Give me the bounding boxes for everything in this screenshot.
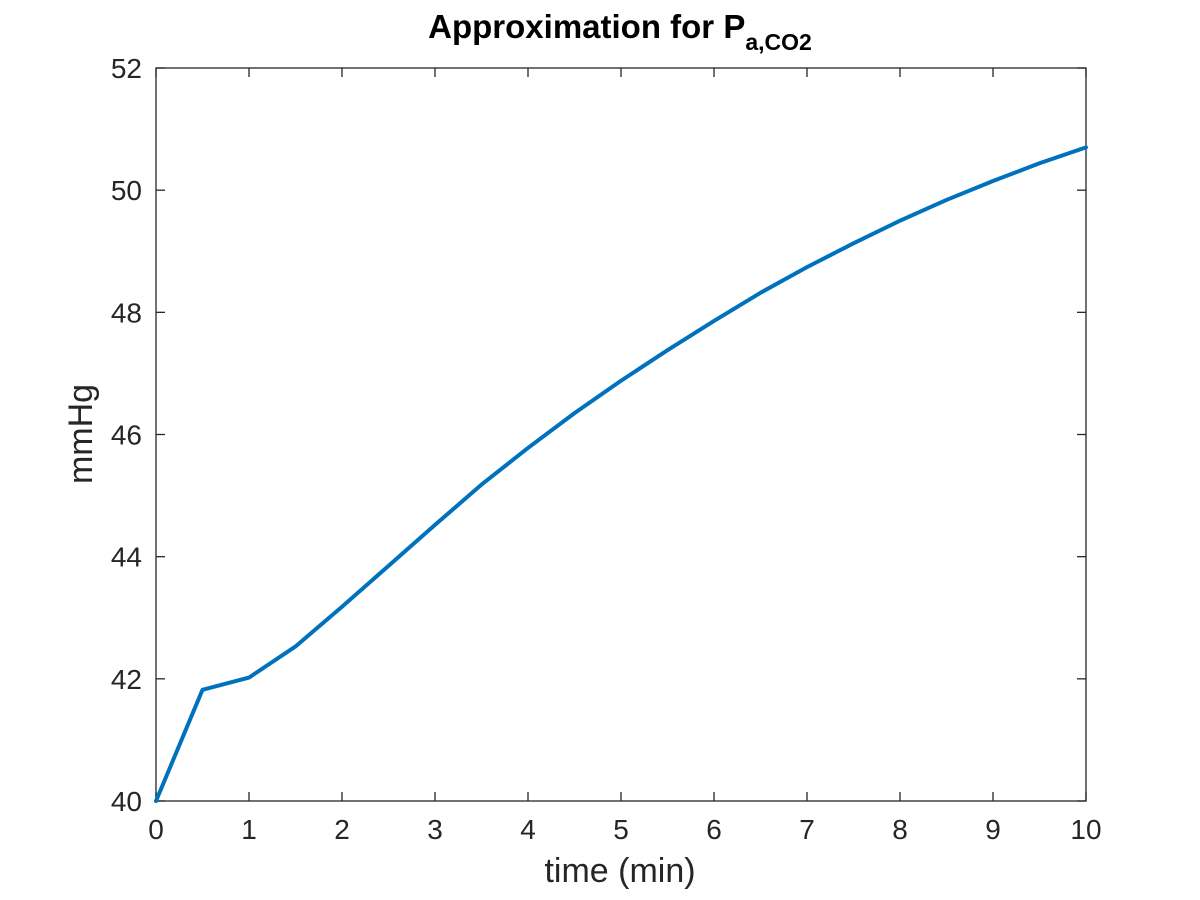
x-tick-label: 10	[1070, 814, 1101, 845]
x-tick-label: 2	[334, 814, 350, 845]
chart-title: Approximation for Pa,CO2	[428, 8, 812, 55]
x-tick-label: 0	[148, 814, 164, 845]
y-axis-label: mmHg	[62, 384, 100, 484]
y-tick-label: 44	[111, 542, 142, 573]
x-axis-label: time (min)	[544, 852, 695, 890]
y-tick-label: 50	[111, 175, 142, 206]
x-tick-label: 8	[892, 814, 908, 845]
y-tick-label: 52	[111, 53, 142, 84]
y-tick-label: 40	[111, 786, 142, 817]
series-line	[154, 145, 1088, 803]
x-tick-label: 3	[427, 814, 443, 845]
y-tick-label: 42	[111, 664, 142, 695]
x-tick-label: 6	[706, 814, 722, 845]
y-tick-label: 46	[111, 420, 142, 451]
series-group	[154, 145, 1088, 803]
x-tick-label: 1	[241, 814, 257, 845]
plot-axes: 0 1 2 3 4 5 6 7 8 9 10 40 42 44 46 48 50 52	[111, 53, 1102, 845]
y-tick-label: 48	[111, 297, 142, 328]
x-tick-label: 5	[613, 814, 629, 845]
x-tick-label: 9	[985, 814, 1001, 845]
chart-title-main: Approximation for P	[428, 8, 745, 45]
x-tick-label: 7	[799, 814, 815, 845]
plot-frame	[155, 67, 1087, 802]
x-tick-label: 4	[520, 814, 536, 845]
chart-title-subscript: a,CO2	[745, 29, 811, 55]
